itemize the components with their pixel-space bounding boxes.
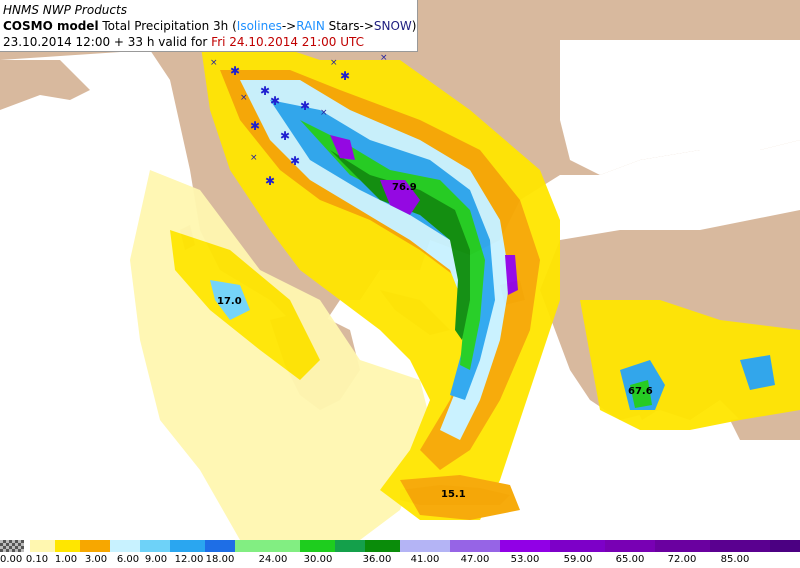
snow-star-icon: ✱ xyxy=(230,64,240,78)
legend-label: 3.00 xyxy=(84,554,108,565)
legend-label: 85.00 xyxy=(720,554,750,565)
legend-label: 72.00 xyxy=(667,554,697,565)
legend-swatch xyxy=(170,540,205,552)
legend-swatch-nodata xyxy=(0,540,24,552)
legend-swatch xyxy=(110,540,140,552)
legend-swatch xyxy=(550,540,605,552)
legend-label: 9.00 xyxy=(144,554,168,565)
rain-cross-icon: × xyxy=(320,108,328,118)
black-sea xyxy=(560,40,800,175)
legend-swatch xyxy=(335,540,365,552)
snow-star-icon: ✱ xyxy=(340,69,350,83)
legend-label: 12.00 xyxy=(174,554,204,565)
precip-crete-orange xyxy=(400,475,520,520)
rain-cross-icon: × xyxy=(240,93,248,103)
snow-star-icon: ✱ xyxy=(300,99,310,113)
run-validity: 23.10.2014 12:00 + 33 h valid for Fri 24… xyxy=(3,34,417,50)
max-label-north: 76.9 xyxy=(392,182,417,193)
rain-cross-icon: × xyxy=(210,58,218,68)
legend-swatch xyxy=(140,540,170,552)
precipitation-map: ✱ ✱ ✱ ✱ ✱ ✱ ✱ ✱ ✱ × × × × × × 76.9 17.0 … xyxy=(0,0,800,540)
snow-star-icon: ✱ xyxy=(280,129,290,143)
rain-cross-icon: × xyxy=(330,58,338,68)
snow-stars: ✱ ✱ ✱ ✱ ✱ ✱ ✱ ✱ ✱ xyxy=(230,64,350,188)
legend-label: 18.00 xyxy=(205,554,235,565)
legend-swatch xyxy=(80,540,110,552)
legend-swatch xyxy=(30,540,55,552)
legend-swatch xyxy=(24,540,30,552)
legend-label: 0.10 xyxy=(25,554,49,565)
legend-swatch xyxy=(300,540,335,552)
legend-label: 1.00 xyxy=(54,554,78,565)
legend-swatch xyxy=(500,540,550,552)
snow-star-icon: ✱ xyxy=(250,119,260,133)
model-name: COSMO model xyxy=(3,19,99,33)
legend-label: 47.00 xyxy=(460,554,490,565)
precip-blue xyxy=(270,100,495,400)
legend-label: 36.00 xyxy=(362,554,392,565)
marmara-sea xyxy=(590,195,660,220)
legend-swatch xyxy=(450,540,500,552)
snow-star-icon: ✱ xyxy=(265,174,275,188)
product-title: HNMS NWP Products xyxy=(3,3,127,17)
legend-swatch xyxy=(655,540,710,552)
snow-star-icon: ✱ xyxy=(270,94,280,108)
legend-label: 24.00 xyxy=(258,554,288,565)
chart-title-box: HNMS NWP Products COSMO model Total Prec… xyxy=(0,0,418,52)
precip-field xyxy=(130,40,800,540)
legend-swatch xyxy=(400,540,450,552)
precip-purple-nw xyxy=(330,135,355,160)
precip-green xyxy=(300,120,485,370)
valid-time: Fri 24.10.2014 21:00 UTC xyxy=(211,35,364,49)
legend-swatch xyxy=(55,540,80,552)
legend-label: 41.00 xyxy=(410,554,440,565)
legend-label: 59.00 xyxy=(563,554,593,565)
max-label-turkey: 67.6 xyxy=(628,386,653,397)
legend-swatch xyxy=(235,540,300,552)
rain-cross-icon: × xyxy=(380,53,388,63)
precip-purple-north xyxy=(380,180,420,215)
snow-star-icon: ✱ xyxy=(260,84,270,98)
rain-cross-icon: × xyxy=(250,153,258,163)
legend-label: 53.00 xyxy=(510,554,540,565)
color-legend: 0.00 0.10 1.00 3.00 6.00 9.00 12.00 18.00 24.00 3… xyxy=(0,540,800,568)
precip-turkey-green xyxy=(630,380,652,408)
legend-label: 0.00 xyxy=(0,554,23,565)
legend-label: 65.00 xyxy=(615,554,645,565)
legend-swatch xyxy=(365,540,400,552)
max-label-ionian: 17.0 xyxy=(217,296,242,307)
legend-swatch xyxy=(205,540,235,552)
italy-heel xyxy=(0,60,90,110)
legend-label: 30.00 xyxy=(303,554,333,565)
legend-swatch xyxy=(710,540,770,552)
run-time: 23.10.2014 12:00 + 33 h valid for xyxy=(3,35,212,49)
precip-turkey-blue-east xyxy=(740,355,775,390)
snow-star-icon: ✱ xyxy=(290,154,300,168)
precip-ionian-blue xyxy=(210,280,250,320)
precip-purple-east xyxy=(505,255,518,295)
rain-crosses: × × × × × × xyxy=(210,53,388,163)
max-label-crete: 15.1 xyxy=(441,489,466,500)
legend-label: 6.00 xyxy=(116,554,140,565)
legend-swatch xyxy=(770,540,800,552)
model-description: COSMO model Total Precipitation 3h (Isol… xyxy=(3,19,417,33)
legend-swatch xyxy=(605,540,655,552)
